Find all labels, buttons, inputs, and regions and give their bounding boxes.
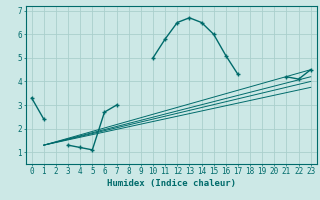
X-axis label: Humidex (Indice chaleur): Humidex (Indice chaleur) <box>107 179 236 188</box>
